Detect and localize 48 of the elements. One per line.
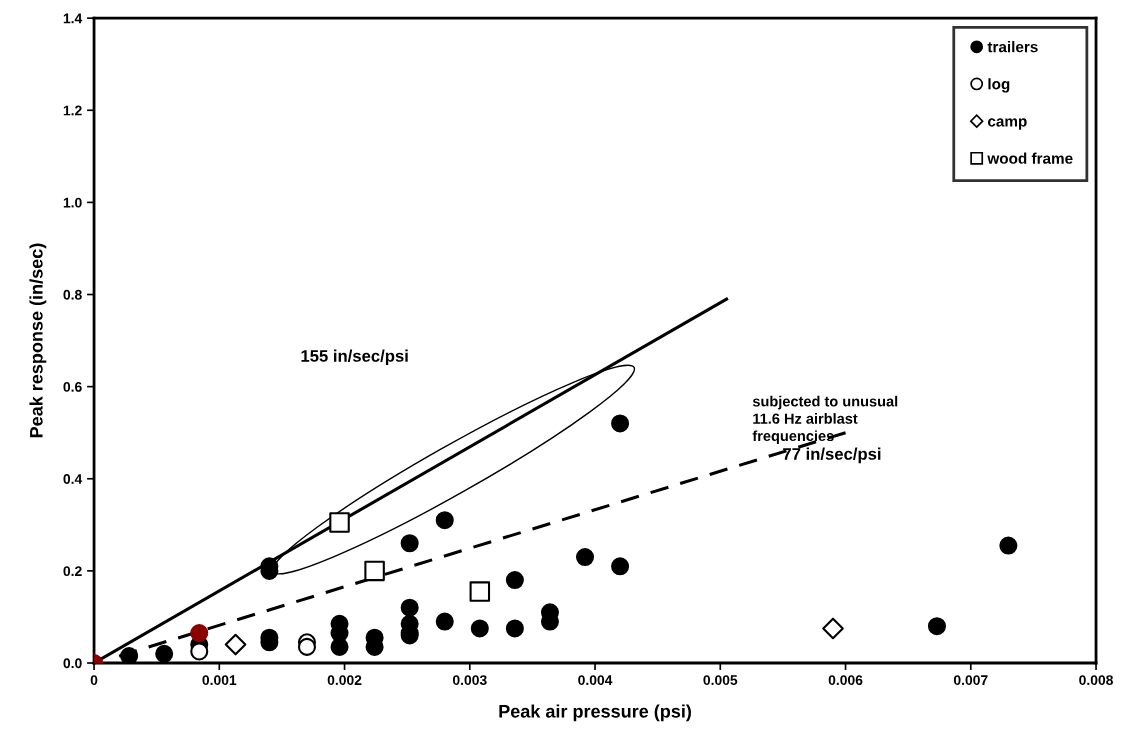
x-tick-label: 0.008 [1079,675,1113,686]
point [224,633,247,656]
y-tick-label: 1.4 [63,13,83,24]
x-tick-label: 0.003 [452,675,487,686]
point [364,560,385,582]
legend-label: log [988,78,1010,93]
point [435,511,454,530]
y-tick-label: 0.2 [63,566,82,577]
x-tick-label: 0.004 [578,675,613,686]
legend-label: camp [987,118,1027,130]
point [400,598,419,617]
x-tick-label: 0.002 [327,675,362,686]
legend-label: trailers [987,41,1038,53]
point [470,619,489,638]
y-tick-label: 0.8 [63,289,82,300]
point [190,642,209,661]
x-tick-label: 0.006 [828,675,863,686]
point [297,637,316,656]
x-tick-label: 0.001 [202,675,237,686]
point [999,536,1018,555]
y-tick-label: 0.4 [63,474,83,484]
y-tick-label: 1.0 [63,197,82,208]
y-tick-label: 1.2 [63,105,82,116]
x-tick-label: 0.007 [953,675,988,686]
point [400,534,419,553]
x-tick-label: 0.005 [703,675,738,686]
point [927,617,946,636]
point [611,557,630,576]
point [822,617,844,640]
point [469,581,491,602]
y-tick-label: 0.6 [63,381,82,392]
x-tick-label: 0 [90,675,98,686]
point [505,571,524,590]
point [505,619,524,638]
legend-label: wood frame [987,152,1073,164]
point [329,512,350,533]
y-tick-label: 0.0 [63,658,82,669]
x-axis-title: Peak air pressure (psi) [499,704,691,722]
point [120,647,139,664]
point [190,624,209,643]
annotation: 155 in/sec/psi [301,349,408,366]
annotation: 77 in/sec/psi [783,447,881,464]
point [576,548,595,567]
point [155,644,174,663]
point [611,414,630,433]
point [435,612,454,631]
y-axis-title: Peak response (in/sec) [29,243,47,438]
annotation: subjected to unusual 11.6 Hz airblast frequencies [752,395,898,444]
